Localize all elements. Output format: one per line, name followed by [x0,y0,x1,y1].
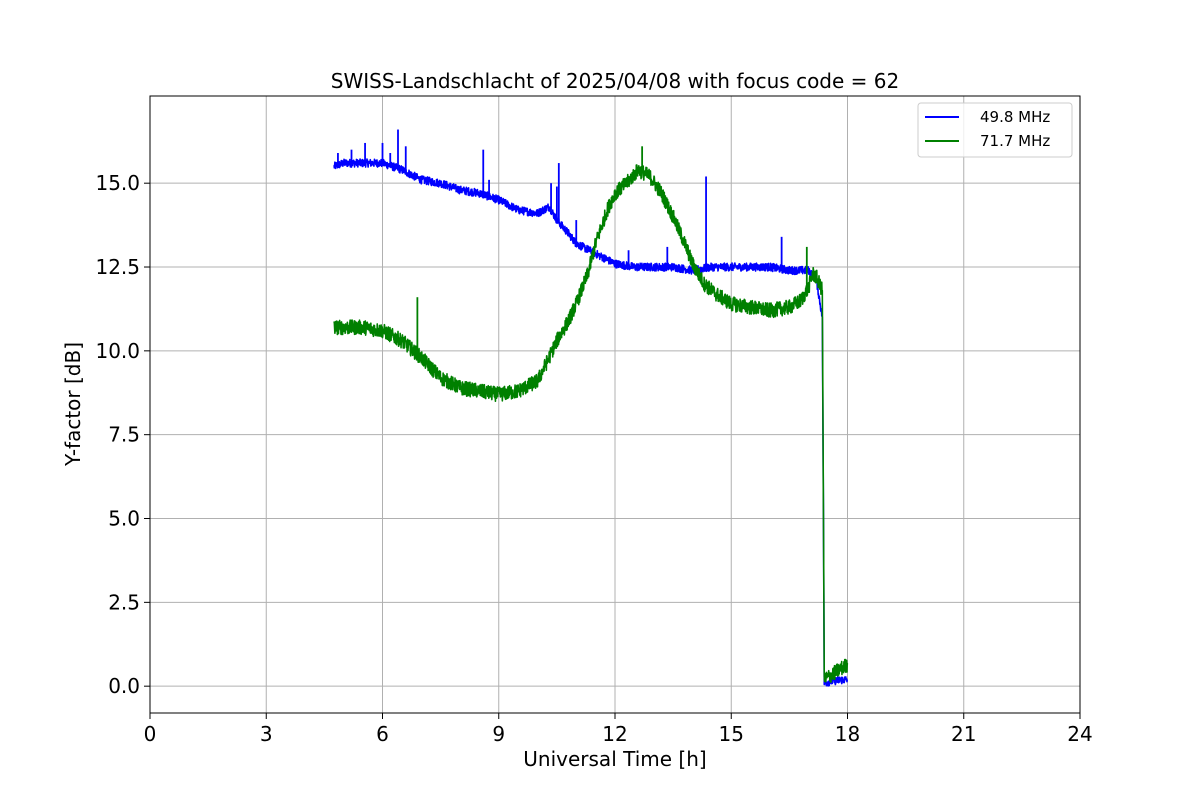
legend: 49.8 MHz 71.7 MHz [917,102,1073,158]
y-tick-label: 12.5 [95,255,140,279]
y-tick-label: 7.5 [108,423,140,447]
axis-ticks: 0 3 6 9 12 15 18 21 24 0.0 2.5 5.0 7.5 10.0 12.5 15.0 [95,171,1092,746]
x-tick-label: 12 [602,722,627,746]
x-tick-label: 18 [835,722,860,746]
x-tick-label: 15 [719,722,744,746]
chart-title: SWISS-Landschlacht of 2025/04/08 with fo… [331,69,899,93]
x-tick-label: 6 [376,722,389,746]
x-tick-label: 3 [260,722,273,746]
series-line-49-8-mhz [333,158,849,687]
legend-label-49-8-mhz: 49.8 MHz [980,108,1050,126]
legend-label-71-7-mhz: 71.7 MHz [980,132,1050,150]
y-tick-label: 2.5 [108,590,140,614]
x-tick-label: 9 [492,722,505,746]
y-tick-label: 15.0 [95,171,140,195]
series-line-71-7-mhz [333,164,849,683]
y-axis-label: Y-factor [dB] [61,342,85,467]
plot-area [333,129,849,687]
y-tick-label: 0.0 [108,674,140,698]
x-axis-label: Universal Time [h] [523,747,706,771]
x-tick-label: 24 [1067,722,1092,746]
x-tick-label: 0 [144,722,157,746]
x-tick-label: 21 [951,722,976,746]
y-tick-label: 5.0 [108,507,140,531]
y-tick-label: 10.0 [95,339,140,363]
